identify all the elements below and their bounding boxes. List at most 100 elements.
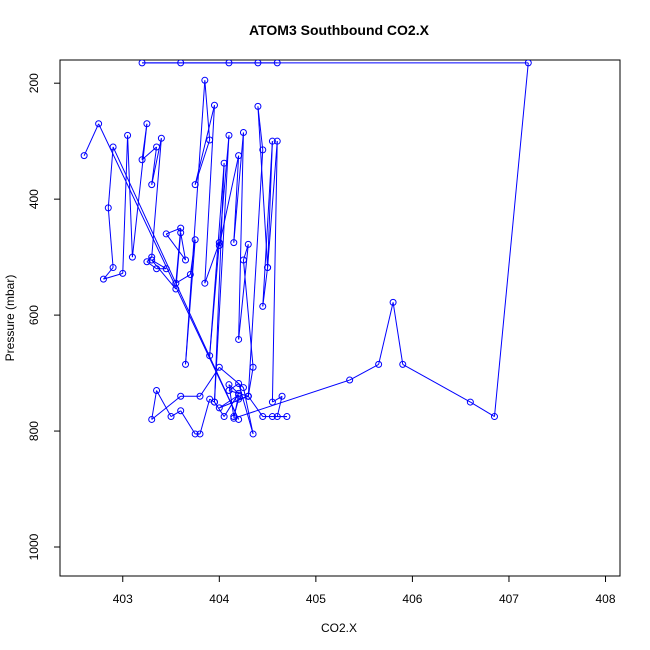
series-segment — [199, 399, 211, 435]
y-axis-title: Pressure (mbar) — [3, 275, 17, 362]
series-segment — [151, 138, 162, 258]
data-point — [225, 131, 233, 139]
series-segment — [151, 390, 158, 420]
data-point — [119, 269, 127, 277]
data-point — [268, 137, 276, 145]
series-segment — [267, 141, 278, 268]
series-segment — [402, 363, 471, 403]
series-segment — [185, 80, 206, 365]
data-point — [235, 152, 243, 160]
series-segment — [378, 302, 394, 365]
data-point — [215, 242, 223, 250]
series-segment — [204, 242, 220, 284]
data-point — [264, 264, 272, 272]
series-segment — [194, 139, 211, 185]
data-point — [230, 239, 238, 247]
series-segment — [247, 367, 254, 397]
data-point — [235, 335, 243, 343]
data-point — [239, 128, 247, 136]
data-point — [273, 137, 281, 145]
series-segment — [238, 132, 244, 340]
series-segment — [165, 233, 186, 261]
data-point — [186, 271, 194, 279]
data-point — [375, 360, 383, 368]
data-point — [220, 159, 228, 167]
data-point — [273, 60, 281, 67]
data-point — [162, 265, 170, 273]
series-segment — [233, 379, 350, 419]
series-segment — [272, 395, 283, 403]
data-point — [177, 224, 185, 232]
x-axis-title: CO2.X — [321, 621, 357, 635]
data-point — [172, 279, 180, 287]
data-point — [206, 136, 214, 144]
data-point — [153, 265, 161, 273]
data-point — [148, 256, 156, 264]
data-point — [138, 60, 146, 67]
data-point — [182, 360, 190, 368]
data-point — [191, 236, 199, 244]
data-point — [283, 413, 291, 421]
series-segment — [194, 105, 215, 185]
data-point — [230, 414, 238, 422]
data-point — [196, 392, 204, 400]
series-segment — [493, 62, 529, 417]
data-point — [128, 253, 136, 261]
series-segment — [127, 135, 133, 258]
data-point — [177, 60, 185, 67]
data-point — [206, 395, 214, 403]
data-point — [249, 363, 257, 371]
series-segment — [257, 106, 269, 268]
data-point — [104, 204, 112, 212]
series-segment — [103, 267, 114, 280]
data-point — [196, 430, 204, 438]
data-point — [239, 384, 247, 392]
data-point — [143, 258, 151, 266]
data-point — [215, 239, 223, 247]
data-point — [177, 229, 185, 237]
data-point — [109, 143, 117, 151]
y-tick-label: 800 — [27, 421, 41, 441]
data-point — [138, 156, 146, 164]
data-point — [524, 60, 532, 67]
data-point — [148, 415, 156, 423]
x-axis: 403 404 405 406 407 408 — [113, 576, 616, 606]
y-tick-label: 400 — [27, 189, 41, 209]
y-tick-label: 600 — [27, 305, 41, 325]
series-segment — [218, 155, 240, 246]
series-segment — [392, 302, 404, 365]
data-point — [109, 264, 117, 272]
series-segment — [131, 123, 148, 258]
data-point — [235, 391, 243, 399]
data-point — [191, 181, 199, 189]
data-point — [206, 352, 214, 360]
data-point — [239, 256, 247, 264]
data-point — [346, 376, 354, 384]
series-segment — [107, 207, 114, 268]
data-point — [157, 134, 165, 142]
data-point — [259, 413, 267, 421]
series-segment — [180, 410, 196, 435]
series-segment — [83, 123, 100, 156]
data-point — [268, 398, 276, 406]
series-segment — [170, 410, 181, 417]
data-point — [99, 275, 107, 283]
data-point — [273, 413, 281, 421]
series-segment — [218, 366, 244, 388]
series-segment — [271, 141, 278, 403]
series-segment — [218, 135, 230, 246]
chart-title: ATOM3 Southbound CO2.X — [249, 22, 430, 38]
series-segment — [242, 259, 254, 368]
data-point — [80, 152, 88, 160]
data-point — [162, 230, 170, 238]
series-segment — [204, 80, 211, 141]
series-segment — [199, 367, 220, 397]
series-segment — [228, 383, 239, 391]
series-segment — [180, 232, 187, 261]
data-point — [215, 404, 223, 412]
series-segment — [122, 135, 129, 274]
data-point — [167, 413, 175, 421]
data-point — [249, 430, 257, 438]
data-point — [254, 60, 262, 67]
